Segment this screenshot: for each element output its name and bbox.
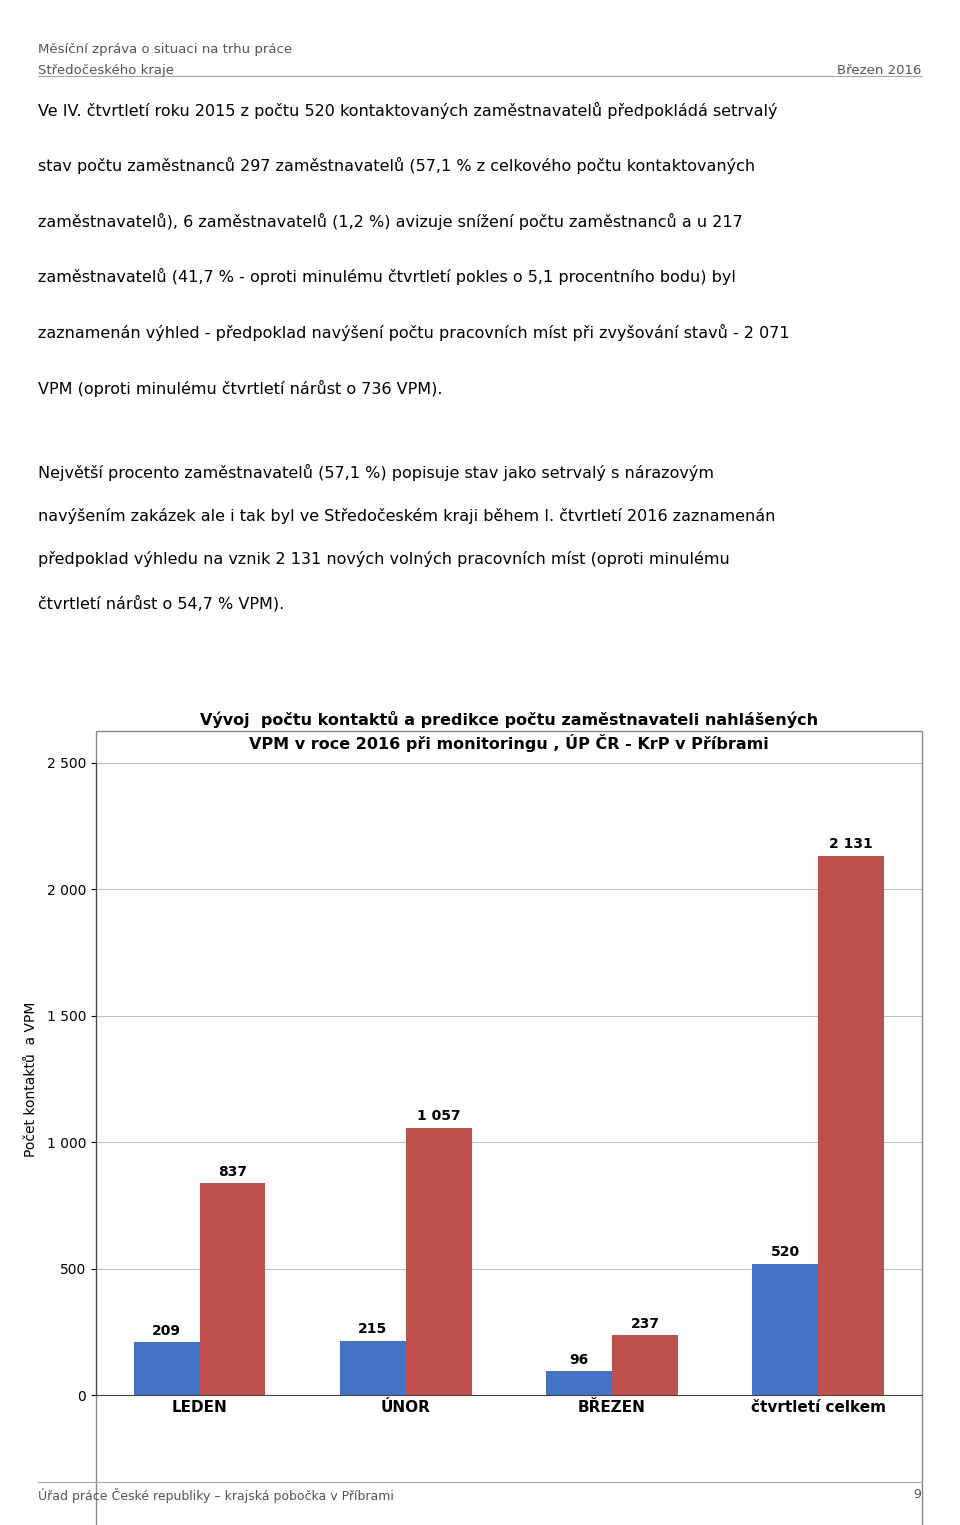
Y-axis label: Počet kontaktů  a VPM: Počet kontaktů a VPM xyxy=(24,1002,38,1156)
Bar xyxy=(96,730,922,1525)
Bar xyxy=(546,1371,612,1395)
Text: 215: 215 xyxy=(358,1322,387,1336)
Text: 1 057: 1 057 xyxy=(417,1109,461,1124)
Bar xyxy=(818,856,884,1395)
Text: Měsíční zpráva o situaci na trhu práce: Měsíční zpráva o situaci na trhu práce xyxy=(38,43,293,56)
Bar xyxy=(200,1183,266,1395)
Title: Vývoj  počtu kontaktů a predikce počtu zaměstnavateli nahlášených
VPM v roce 201: Vývoj počtu kontaktů a predikce počtu za… xyxy=(200,711,818,752)
Text: 209: 209 xyxy=(152,1324,181,1337)
Text: čtvrtletí nárůst o 54,7 % VPM).: čtvrtletí nárůst o 54,7 % VPM). xyxy=(38,595,285,612)
Text: VPM (oproti minulému čtvrtletí nárůst o 736 VPM).: VPM (oproti minulému čtvrtletí nárůst o … xyxy=(38,380,443,397)
Text: Úřad práce České republiky – krajská pobočka v Příbrami: Úřad práce České republiky – krajská pob… xyxy=(38,1488,395,1504)
Bar xyxy=(133,1342,200,1395)
Text: zaznamenán výhled - předpoklad navýšení počtu pracovních míst při zvyšování stav: zaznamenán výhled - předpoklad navýšení … xyxy=(38,323,790,342)
Text: Středočeského kraje: Středočeského kraje xyxy=(38,64,175,78)
Text: Březen 2016: Březen 2016 xyxy=(837,64,922,78)
Bar xyxy=(612,1336,678,1395)
Bar xyxy=(752,1264,818,1395)
Text: stav počtu zaměstnanců 297 zaměstnavatelů (57,1 % z celkového počtu kontaktovaný: stav počtu zaměstnanců 297 zaměstnavatel… xyxy=(38,157,756,174)
Text: 9: 9 xyxy=(914,1488,922,1502)
Text: navýšením zakázek ale i tak byl ve Středočeském kraji během I. čtvrtletí 2016 za: navýšením zakázek ale i tak byl ve Střed… xyxy=(38,508,776,523)
Bar xyxy=(340,1340,406,1395)
Text: Největší procento zaměstnavatelů (57,1 %) popisuje stav jako setrvalý s nárazový: Největší procento zaměstnavatelů (57,1 %… xyxy=(38,464,714,480)
Text: Ve IV. čtvrtletí roku 2015 z počtu 520 kontaktovaných zaměstnavatelů předpokládá: Ve IV. čtvrtletí roku 2015 z počtu 520 k… xyxy=(38,102,778,119)
Text: 520: 520 xyxy=(771,1246,800,1260)
Text: 2 131: 2 131 xyxy=(829,837,873,851)
Text: zaměstnavatelů (41,7 % - oproti minulému čtvrtletí pokles o 5,1 procentního bodu: zaměstnavatelů (41,7 % - oproti minulému… xyxy=(38,268,736,285)
Text: 837: 837 xyxy=(218,1165,247,1179)
Text: předpoklad výhledu na vznik 2 131 nových volných pracovních míst (oproti minulém: předpoklad výhledu na vznik 2 131 nových… xyxy=(38,552,731,567)
Bar xyxy=(406,1128,471,1395)
Text: 96: 96 xyxy=(569,1353,588,1366)
Text: 237: 237 xyxy=(631,1316,660,1331)
Text: zaměstnavatelů), 6 zaměstnavatelů (1,2 %) avizuje snížení počtu zaměstnanců a u : zaměstnavatelů), 6 zaměstnavatelů (1,2 %… xyxy=(38,214,743,230)
